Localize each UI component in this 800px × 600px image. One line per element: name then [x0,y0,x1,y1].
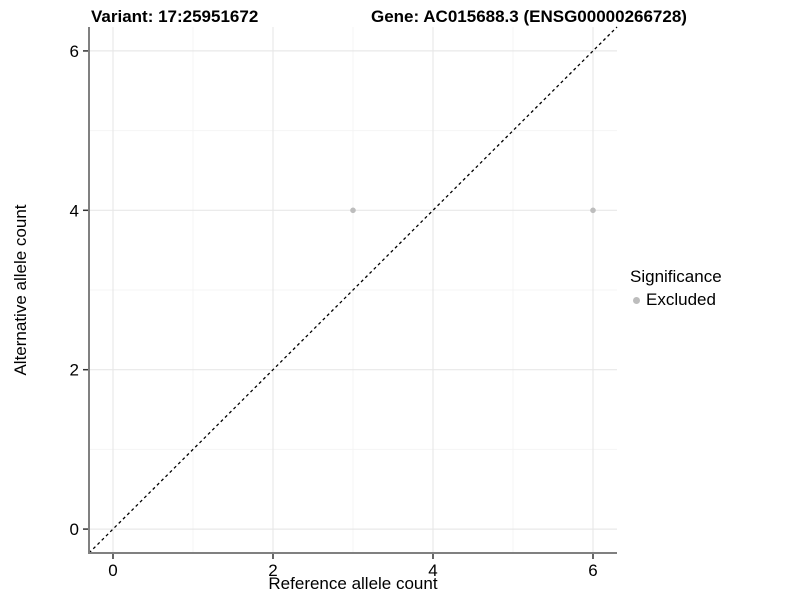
y-tick-label: 4 [70,201,79,220]
legend-title: Significance [630,267,722,286]
y-tick-label: 2 [70,361,79,380]
y-axis-title: Alternative allele count [11,204,30,376]
plot-title-variant: Variant: 17:25951672 [91,7,259,26]
x-tick-label: 6 [588,561,597,580]
legend-item-excluded: Excluded [630,290,722,310]
x-tick-label: 0 [108,561,117,580]
x-axis-title: Reference allele count [268,574,438,593]
data-point [590,207,596,214]
legend: Significance Excluded [630,267,722,310]
y-tick-label: 6 [70,42,79,61]
legend-item-label: Excluded [646,290,716,309]
x-tick-label: 2 [268,561,277,580]
identity-reference-line [88,26,618,554]
legend-point-icon [633,296,640,304]
x-tick-label: 4 [428,561,437,580]
y-tick-label: 0 [70,520,79,539]
data-point [350,207,356,214]
plot-title-gene: Gene: AC015688.3 (ENSG00000266728) [371,7,687,26]
